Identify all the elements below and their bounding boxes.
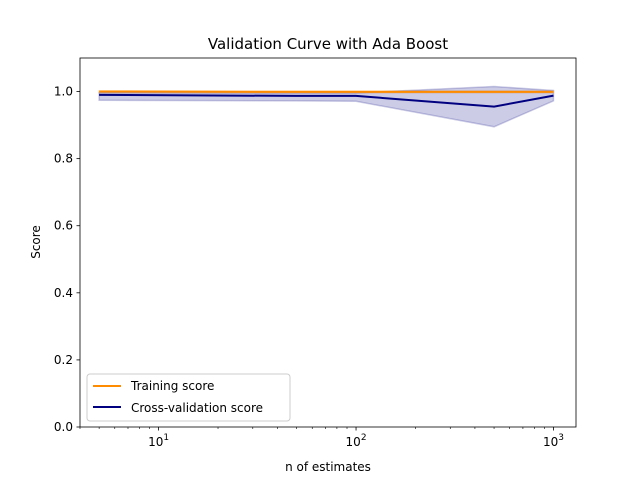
y-tick-label-1: 0.2 [54, 353, 73, 367]
series-lines [99, 90, 554, 108]
y-axis-label: Score [29, 225, 43, 259]
legend: Training score Cross-validation score [86, 373, 291, 422]
y-axis-ticks: 0.0 0.2 0.4 0.6 0.8 1.0 [54, 85, 80, 434]
y-tick-label-4: 0.8 [54, 152, 73, 166]
y-tick-label-0: 0.0 [54, 420, 73, 434]
legend-box [86, 373, 291, 422]
plot-area-frame [79, 57, 577, 428]
x-tick-label-1: 102 [346, 433, 367, 449]
x-tick-label-2: 103 [543, 433, 564, 449]
y-tick-label-2: 0.4 [54, 286, 73, 300]
x-tick-label-0: 101 [148, 433, 169, 449]
legend-label-training: Training score [130, 379, 214, 393]
y-tick-label-5: 1.0 [54, 85, 73, 99]
chart-title: Validation Curve with Ada Boost [208, 35, 448, 53]
y-tick-label-3: 0.6 [54, 219, 73, 233]
x-axis-ticks: 101 102 103 [79, 427, 564, 449]
line-series-1 [99, 93, 554, 108]
x-axis-label: n of estimates [285, 460, 371, 474]
legend-label-cross-validation: Cross-validation score [131, 401, 263, 415]
